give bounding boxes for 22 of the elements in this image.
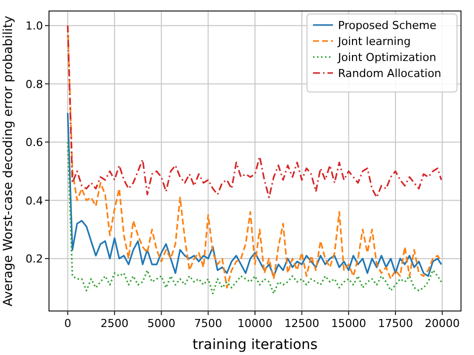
y-tick-label: 0.4 xyxy=(26,194,43,208)
x-tick-label: 17500 xyxy=(378,317,413,330)
x-axis-title: training iterations xyxy=(192,337,318,353)
legend-label: Proposed Scheme xyxy=(338,19,437,32)
legend-label: Random Allocation xyxy=(338,67,442,80)
y-tick-label: 1.0 xyxy=(26,20,43,33)
y-tick-label: 0.2 xyxy=(26,252,43,266)
x-tick-label: 15000 xyxy=(331,317,366,330)
x-tick-label: 12500 xyxy=(284,317,320,330)
line-series xyxy=(66,141,442,294)
y-axis-title: Average Worst-case decoding error probability xyxy=(0,15,15,306)
x-tick-label: 2500 xyxy=(100,317,129,330)
line-series xyxy=(66,112,442,277)
x-tick-label: 10000 xyxy=(238,317,272,330)
y-tick-label: 0.6 xyxy=(26,136,43,150)
x-tick-label: 5000 xyxy=(147,317,176,330)
legend-label: Joint learning xyxy=(337,35,411,48)
legend-label: Joint Optimization xyxy=(337,51,436,64)
y-tick-label: 0.8 xyxy=(26,78,43,91)
x-tick-label: 20000 xyxy=(424,317,460,330)
x-tick-label: 7500 xyxy=(194,317,222,330)
x-tick-label: 0 xyxy=(64,317,72,330)
